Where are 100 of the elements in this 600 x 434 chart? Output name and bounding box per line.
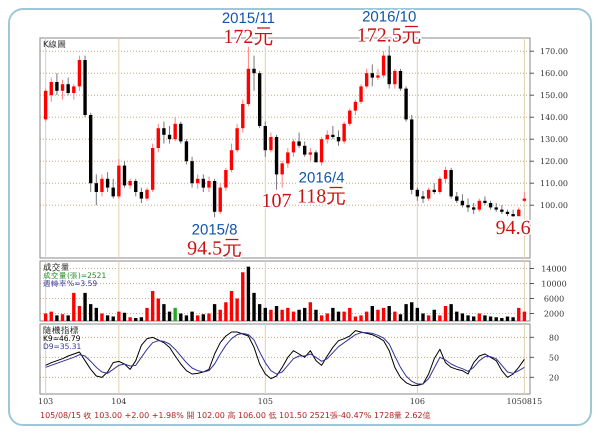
bar bbox=[410, 302, 414, 321]
candlestick bbox=[72, 84, 76, 100]
bar bbox=[128, 317, 132, 321]
x-tick-label: 106 bbox=[410, 397, 425, 406]
bar bbox=[370, 306, 374, 321]
candlestick bbox=[364, 68, 368, 90]
bar bbox=[494, 317, 498, 321]
candlestick bbox=[393, 68, 397, 90]
bar bbox=[241, 272, 244, 321]
x-tick-label: 104 bbox=[111, 397, 126, 406]
annotation: 2015/11 bbox=[222, 10, 275, 27]
y-tick-label: 50 bbox=[548, 353, 560, 362]
bar bbox=[517, 308, 520, 321]
y-tick-label: 10000 bbox=[541, 280, 567, 288]
candlestick bbox=[382, 50, 386, 78]
bar bbox=[382, 308, 386, 321]
candlestick bbox=[354, 99, 358, 116]
y-tick-label: 130.00 bbox=[540, 135, 568, 144]
candlestick bbox=[196, 174, 200, 190]
bar bbox=[376, 310, 380, 321]
bar bbox=[500, 318, 504, 321]
chart-title: 成交量 bbox=[43, 262, 70, 273]
bar bbox=[393, 312, 397, 321]
bar bbox=[44, 314, 48, 321]
candlestick bbox=[286, 148, 290, 168]
bar bbox=[472, 316, 476, 321]
candlestick bbox=[190, 156, 194, 188]
y-tick-label: 2000 bbox=[544, 310, 564, 318]
bar bbox=[308, 302, 312, 321]
bar bbox=[224, 302, 228, 321]
candlestick bbox=[162, 121, 166, 144]
annotation: 2015/8 bbox=[192, 221, 238, 238]
y-tick-label: 170.00 bbox=[540, 47, 568, 56]
bar bbox=[449, 304, 453, 321]
annotation: 172元 bbox=[223, 26, 274, 48]
candlestick bbox=[348, 108, 352, 126]
bar bbox=[134, 318, 138, 321]
candlestick bbox=[66, 77, 70, 96]
candlestick bbox=[426, 187, 430, 202]
candlestick bbox=[230, 143, 234, 173]
candlestick bbox=[308, 148, 312, 162]
bar bbox=[348, 308, 352, 321]
bar bbox=[303, 308, 306, 321]
bar bbox=[66, 315, 70, 321]
bar bbox=[364, 312, 368, 321]
candlestick bbox=[460, 194, 464, 208]
bar bbox=[212, 304, 216, 321]
bar bbox=[150, 291, 154, 321]
candlestick bbox=[55, 72, 59, 96]
candlestick bbox=[336, 130, 340, 146]
candlestick bbox=[320, 136, 324, 166]
y-tick-label: 14000 bbox=[541, 264, 567, 274]
bar bbox=[297, 310, 301, 321]
bar bbox=[326, 314, 329, 321]
candlestick bbox=[438, 176, 442, 195]
candlestick bbox=[472, 202, 476, 214]
bar bbox=[140, 317, 144, 321]
bar bbox=[432, 310, 436, 321]
bar bbox=[426, 315, 430, 321]
candlestick bbox=[202, 174, 206, 192]
annotation: 94.6 bbox=[496, 217, 531, 240]
x-tick-label: 105 bbox=[258, 397, 273, 406]
y-tick-label: 80 bbox=[548, 333, 560, 342]
annotation: 107 bbox=[262, 190, 292, 212]
annotation: 172.5元 bbox=[356, 24, 422, 47]
bar bbox=[522, 312, 526, 321]
bar bbox=[286, 308, 290, 321]
bar bbox=[89, 304, 92, 321]
y-tick-label: 20 bbox=[548, 373, 560, 382]
candlestick bbox=[280, 160, 284, 188]
annotation: 118元 bbox=[296, 186, 346, 208]
bar bbox=[264, 308, 267, 321]
bar bbox=[460, 314, 464, 321]
y-tick-label: 160.00 bbox=[540, 69, 568, 78]
bar bbox=[336, 312, 340, 321]
bar bbox=[94, 308, 98, 321]
candlestick bbox=[224, 167, 228, 192]
bar bbox=[72, 292, 76, 321]
bar bbox=[190, 312, 194, 321]
bar bbox=[438, 315, 442, 321]
bar bbox=[184, 315, 188, 321]
candlestick bbox=[122, 160, 126, 188]
bar bbox=[202, 314, 206, 321]
bar bbox=[455, 312, 458, 321]
candlestick bbox=[60, 79, 64, 100]
candlestick bbox=[173, 116, 177, 142]
y-tick-label: 140.00 bbox=[540, 113, 568, 122]
bar bbox=[320, 315, 324, 321]
bar bbox=[218, 310, 222, 321]
candlestick bbox=[303, 140, 306, 158]
bar bbox=[404, 304, 408, 321]
y-tick-label: 150.00 bbox=[540, 91, 568, 100]
chart-title: K線圖 bbox=[43, 39, 67, 50]
bar bbox=[478, 314, 481, 321]
y-tick-label: 100.00 bbox=[540, 201, 568, 210]
candlestick bbox=[128, 178, 132, 190]
candlestick bbox=[50, 77, 53, 102]
bar bbox=[106, 315, 110, 321]
candlestick bbox=[314, 150, 318, 163]
bar bbox=[55, 315, 59, 321]
